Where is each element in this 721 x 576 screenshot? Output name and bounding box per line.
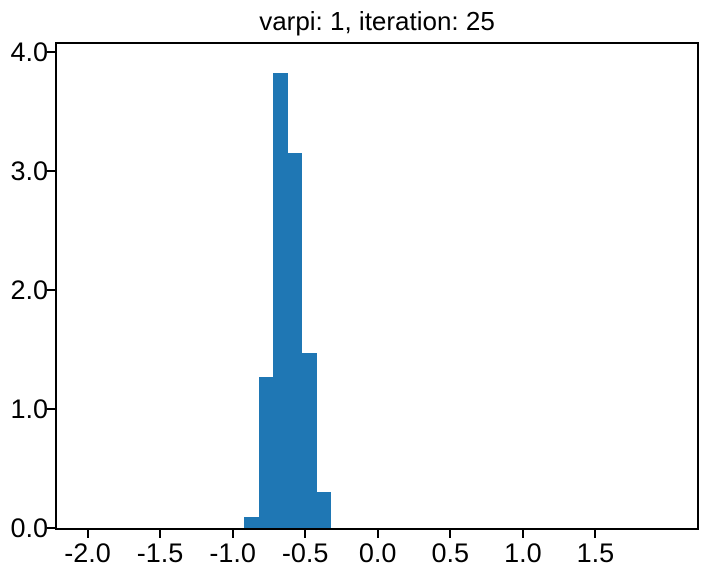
plot-area — [55, 42, 699, 530]
x-tick-label: 1.0 — [504, 538, 542, 568]
y-tick-label: 1.0 — [10, 394, 48, 425]
x-tick-mark — [521, 530, 524, 538]
x-tick-mark — [304, 530, 307, 538]
y-tick-mark — [47, 408, 55, 411]
histogram-bar — [273, 72, 288, 528]
y-tick-label: 3.0 — [10, 156, 48, 187]
x-tick-mark — [449, 530, 452, 538]
y-tick-mark — [47, 170, 55, 173]
x-tick-label: 0.0 — [358, 538, 397, 568]
x-tick-label: -0.5 — [281, 538, 329, 568]
histogram-bar — [316, 492, 332, 528]
histogram-bar — [287, 153, 303, 528]
y-tick-label: 0.0 — [10, 513, 48, 543]
chart-title: varpi: 1, iteration: 25 — [259, 6, 495, 36]
y-tick-mark — [47, 51, 55, 54]
y-tick-label: 2.0 — [10, 275, 48, 306]
x-tick-label: 0.5 — [431, 538, 470, 568]
x-tick-label: -1.0 — [209, 538, 256, 568]
y-tick-mark — [47, 289, 55, 292]
x-tick-label: 1.5 — [576, 538, 615, 568]
histogram-bar — [302, 353, 317, 528]
histogram-bar — [244, 517, 259, 528]
y-tick-label: 4.0 — [10, 37, 48, 68]
x-tick-label: -1.5 — [136, 538, 184, 568]
x-tick-mark — [376, 530, 379, 538]
y-tick-mark — [47, 527, 55, 529]
x-tick-mark — [86, 530, 89, 538]
x-tick-mark — [231, 530, 234, 538]
x-tick-mark — [159, 530, 161, 538]
histogram-bar — [258, 377, 274, 528]
x-tick-mark — [594, 530, 597, 538]
x-tick-label: -2.0 — [64, 538, 111, 568]
